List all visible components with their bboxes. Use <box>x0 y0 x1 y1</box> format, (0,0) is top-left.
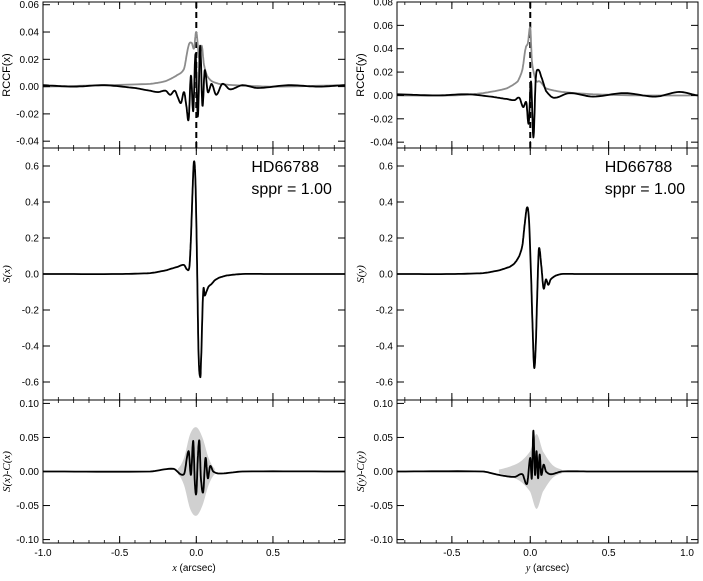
x-tick-label: 0.0 <box>189 548 203 559</box>
y-tick-label: -0.4 <box>376 342 394 353</box>
panel-2: -0.10 -0.05 0.00 0.05 0.10 -1.0 -0.5 0.0 0.5 x (a… <box>1 399 346 574</box>
y-tick-label: 0.00 <box>20 82 40 93</box>
panel-frame <box>396 1 699 149</box>
x-axis-label-var: x <box>171 563 177 574</box>
y-axis-label: RCCF(y) <box>355 53 367 96</box>
x-tick-label: -0.5 <box>443 548 461 559</box>
series-line-0 <box>397 206 698 370</box>
y-tick-label: 0.0 <box>379 270 393 281</box>
y-tick-label: 0.00 <box>374 467 394 478</box>
plot-area <box>397 2 698 148</box>
x-tick-label: 0.5 <box>266 548 280 559</box>
y-tick-label: 0.4 <box>379 198 393 209</box>
x-axis-label-unit: (arcsec) <box>530 563 569 574</box>
y-tick-label: -0.6 <box>376 378 394 389</box>
y-tick-label: 0.04 <box>20 28 40 39</box>
y-tick-label: -0.2 <box>22 306 40 317</box>
y-tick-label: 0.6 <box>25 162 39 173</box>
panel-5: -0.10 -0.05 0.00 0.05 0.10 -0.5 0.0 0.5 1.0 y (ar… <box>355 399 699 574</box>
y-tick-label: -0.2 <box>376 306 394 317</box>
x-axis-label-unit: (arcsec) <box>177 563 216 574</box>
y-axis-label: S(x) <box>1 265 13 283</box>
series-line-0 <box>43 31 345 88</box>
y-tick-label: -0.4 <box>22 342 40 353</box>
y-axis-label: S(y) <box>355 265 367 283</box>
y-tick-label: 0.2 <box>379 234 393 245</box>
y-tick-label: 0.05 <box>374 433 394 444</box>
y-tick-label: 0.00 <box>374 91 394 102</box>
y-tick-label: -0.10 <box>16 535 39 546</box>
uncertainty-band <box>177 427 215 516</box>
y-tick-label: 0.02 <box>20 55 40 66</box>
series-line-1 <box>43 44 345 122</box>
series-line-0 <box>43 439 345 496</box>
annotation-text: HD66788 <box>251 159 319 176</box>
panel-3: -0.04 -0.02 0.00 0.02 0.04 0.06 0.08 RCCF(y) <box>355 0 699 149</box>
y-tick-label: -0.02 <box>370 114 393 125</box>
y-tick-label: -0.04 <box>370 138 393 149</box>
y-tick-label: -0.05 <box>370 501 393 512</box>
plot-area <box>43 160 345 379</box>
x-tick-label: -1.0 <box>34 548 52 559</box>
plot-area <box>397 206 698 370</box>
y-tick-label: 0.10 <box>20 399 40 410</box>
y-tick-label: 0.06 <box>374 21 394 32</box>
x-tick-label: -0.5 <box>111 548 129 559</box>
panel-1: -0.6 -0.4 -0.2 0.0 0.2 0.4 0.6 S(x) HD66788 sppr … <box>1 147 346 401</box>
x-tick-label: 1.0 <box>680 548 694 559</box>
y-axis-label: RCCF(x) <box>1 53 13 96</box>
panel-4: -0.6 -0.4 -0.2 0.0 0.2 0.4 0.6 S(y) HD66788 sppr … <box>355 147 699 401</box>
y-tick-label: -0.05 <box>16 501 39 512</box>
series-line-0 <box>43 160 345 379</box>
y-tick-label: 0.06 <box>20 0 40 11</box>
x-axis-label: y (arcsec) <box>525 563 569 574</box>
series-line-0 <box>397 429 698 486</box>
y-tick-label: 0.10 <box>374 399 394 410</box>
y-tick-label: 0.08 <box>374 0 394 9</box>
y-tick-label: 0.05 <box>20 433 40 444</box>
y-tick-label: -0.02 <box>16 109 39 120</box>
y-tick-label: 0.0 <box>25 270 39 281</box>
y-tick-label: 0.2 <box>25 234 39 245</box>
y-tick-label: 0.02 <box>374 68 394 79</box>
y-tick-label: -0.10 <box>370 535 393 546</box>
y-axis-label: S(x)-C(x) <box>1 451 13 492</box>
y-tick-label: 0.4 <box>25 198 39 209</box>
y-axis-label: S(y)-C(y) <box>355 451 367 492</box>
series-line-1 <box>397 68 698 139</box>
x-axis-label-var: y <box>525 563 531 574</box>
panel-0: -0.04 -0.02 0.00 0.02 0.04 0.06 RCCF(x) <box>1 0 346 149</box>
plot-area <box>397 429 698 509</box>
y-tick-label: 0.6 <box>379 162 393 173</box>
annotation-text: HD66788 <box>605 159 673 176</box>
x-axis-label: x (arcsec) <box>171 563 215 574</box>
x-tick-label: 0.0 <box>523 548 537 559</box>
y-tick-label: 0.00 <box>20 467 40 478</box>
y-tick-label: 0.04 <box>374 44 394 55</box>
annotation-text: sppr = 1.00 <box>605 181 686 198</box>
plot-area <box>43 427 345 516</box>
y-tick-label: -0.04 <box>16 137 39 148</box>
plot-area <box>43 2 345 148</box>
annotation-text: sppr = 1.00 <box>251 181 332 198</box>
x-tick-label: 0.5 <box>602 548 616 559</box>
series-line-0 <box>397 26 698 97</box>
y-tick-label: -0.6 <box>22 378 40 389</box>
